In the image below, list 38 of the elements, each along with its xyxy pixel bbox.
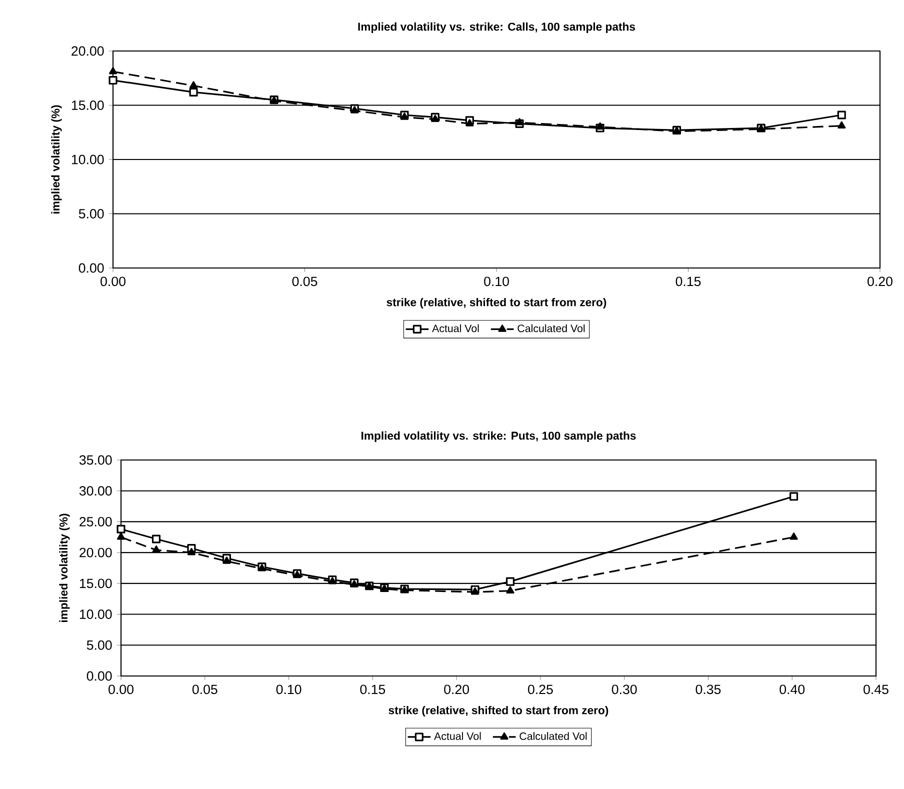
y-tick-label: 0.00 <box>78 263 104 273</box>
y-tick-label: 10.00 <box>72 154 104 164</box>
x-tick-label: 0.35 <box>696 684 721 694</box>
y-tick-label: 5.00 <box>78 209 104 218</box>
x-tick-label: 0.20 <box>868 276 892 286</box>
x-tick-label: 0.15 <box>676 276 701 286</box>
legend-label: Actual Vol <box>432 324 479 332</box>
x-axis-title: strike (relative, shifted to start from zero) <box>388 706 608 717</box>
y-tick-label: 20.00 <box>72 46 104 56</box>
y-tick-label: 0.00 <box>86 671 112 681</box>
x-tick-label: 0.20 <box>444 684 470 694</box>
y-tick-label: 5.00 <box>86 640 112 650</box>
x-tick-label: 0.10 <box>276 684 302 694</box>
x-tick-label: 0.05 <box>192 684 218 694</box>
chart-title: Implied volatility vs. strike: Puts, 100 sample paths <box>362 431 636 442</box>
x-tick-label: 0.45 <box>864 684 888 694</box>
x-tick-label: 0.00 <box>100 276 126 286</box>
y-tick-label: 15.00 <box>72 100 104 110</box>
x-tick-label: 0.40 <box>780 684 805 694</box>
y-tick-label: 20.00 <box>80 548 112 558</box>
x-tick-label: 0.25 <box>528 684 553 694</box>
y-tick-label: 15.00 <box>80 578 112 588</box>
x-tick-label: 0.15 <box>360 684 386 694</box>
legend-label: Calculated Vol <box>518 324 585 332</box>
y-axis-title: implied volatility (%) <box>59 514 70 622</box>
y-tick-label: 25.00 <box>80 516 112 526</box>
chart-title: Implied volatility vs. strike: Calls, 100 sample paths <box>358 22 636 33</box>
y-tick-label: 10.00 <box>80 610 112 619</box>
legend-label: Calculated Vol <box>520 732 587 740</box>
x-axis-title: strike (relative, shifted to start from zero) <box>386 298 606 309</box>
legend-label: Actual Vol <box>434 732 481 740</box>
x-tick-label: 0.30 <box>612 684 637 694</box>
y-axis-title: implied volatility (%) <box>51 105 62 214</box>
x-tick-label: 0.00 <box>108 684 134 694</box>
x-tick-label: 0.10 <box>484 276 509 286</box>
x-tick-label: 0.05 <box>292 276 318 286</box>
y-tick-label: 30.00 <box>79 486 112 496</box>
y-tick-label: 35.00 <box>79 455 112 465</box>
